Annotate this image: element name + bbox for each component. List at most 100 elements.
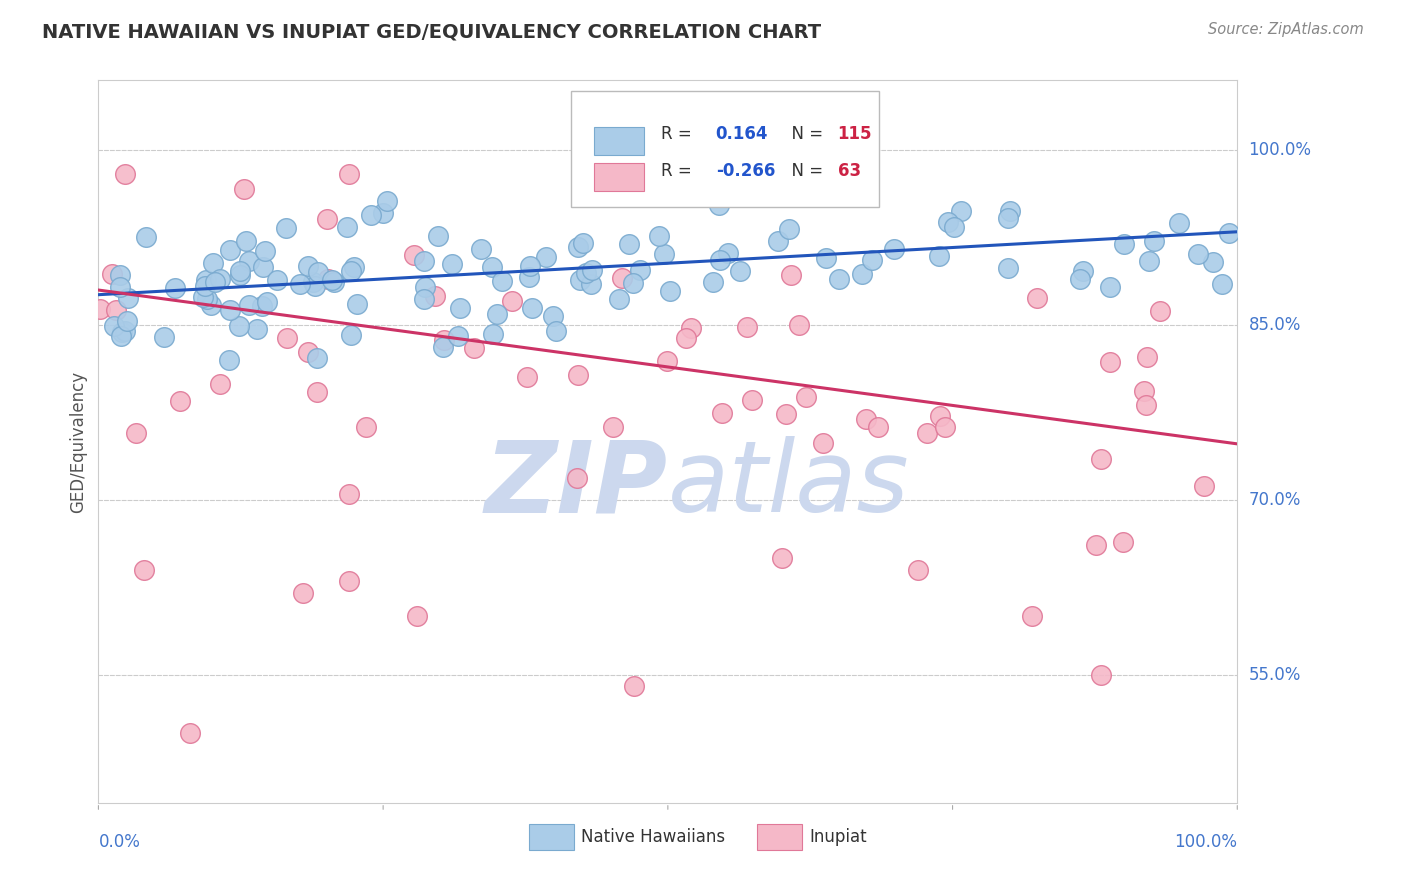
Point <box>441 257 464 271</box>
Point <box>340 263 363 277</box>
Point <box>709 253 731 268</box>
Point <box>117 291 139 305</box>
Point <box>125 425 148 440</box>
Point <box>413 280 436 294</box>
Point <box>813 436 835 450</box>
FancyBboxPatch shape <box>529 823 575 850</box>
Point <box>111 325 134 339</box>
Text: 55.0%: 55.0% <box>1249 665 1301 683</box>
Point <box>195 273 218 287</box>
Point <box>238 253 260 268</box>
Point <box>433 333 456 347</box>
Point <box>675 331 697 345</box>
Point <box>169 394 191 409</box>
Point <box>108 268 131 282</box>
Point <box>274 220 297 235</box>
Text: -0.266: -0.266 <box>716 161 775 179</box>
Text: Native Hawaiians: Native Hawaiians <box>581 828 725 846</box>
Text: atlas: atlas <box>668 436 910 533</box>
Text: 0.0%: 0.0% <box>98 833 141 851</box>
Point <box>135 230 157 244</box>
Point <box>307 265 329 279</box>
Point <box>652 247 675 261</box>
Point <box>815 251 838 265</box>
Point <box>787 318 810 332</box>
Point <box>628 262 651 277</box>
Point <box>340 328 363 343</box>
Point <box>658 284 681 298</box>
Point <box>321 273 343 287</box>
Point <box>371 205 394 219</box>
Point <box>375 194 398 208</box>
Point <box>520 301 543 316</box>
Point <box>254 244 277 259</box>
Point <box>288 277 311 291</box>
Point <box>717 246 740 260</box>
Point <box>1202 255 1225 269</box>
Point <box>1112 534 1135 549</box>
Point <box>648 229 671 244</box>
Text: 0.164: 0.164 <box>716 126 768 144</box>
Point <box>406 609 429 624</box>
Point <box>354 420 377 434</box>
Point <box>204 275 226 289</box>
Text: 100.0%: 100.0% <box>1249 141 1312 159</box>
Point <box>104 303 127 318</box>
Point <box>449 301 471 315</box>
Point <box>297 260 319 274</box>
Point <box>702 276 724 290</box>
Point <box>779 268 801 283</box>
Point <box>1211 277 1233 292</box>
Point <box>485 307 508 321</box>
Point <box>256 294 278 309</box>
Text: Source: ZipAtlas.com: Source: ZipAtlas.com <box>1208 22 1364 37</box>
Point <box>610 271 633 285</box>
Point <box>235 234 257 248</box>
Point <box>936 215 959 229</box>
Point <box>481 260 503 274</box>
Point <box>114 325 136 339</box>
Point <box>163 281 186 295</box>
Point <box>195 293 218 307</box>
Point <box>238 297 260 311</box>
Point <box>623 679 645 693</box>
Point <box>1098 280 1121 294</box>
Point <box>110 329 132 343</box>
Point <box>1073 264 1095 278</box>
Point <box>343 260 366 274</box>
Point <box>209 377 232 392</box>
Point <box>519 259 541 273</box>
Point <box>1069 272 1091 286</box>
Point <box>316 271 339 285</box>
Point <box>868 420 890 434</box>
Point <box>1168 216 1191 230</box>
Point <box>276 331 298 345</box>
Point <box>517 269 540 284</box>
FancyBboxPatch shape <box>571 91 879 207</box>
Point <box>114 167 136 181</box>
Point <box>907 563 929 577</box>
Point <box>218 353 240 368</box>
Point <box>928 249 950 263</box>
Point <box>581 263 603 277</box>
Point <box>132 563 155 577</box>
Point <box>412 254 434 268</box>
Point <box>228 268 250 282</box>
Point <box>516 370 538 384</box>
Point <box>1098 355 1121 369</box>
Point <box>209 272 232 286</box>
Point <box>413 292 436 306</box>
Point <box>305 384 328 399</box>
Text: Inupiat: Inupiat <box>808 828 866 846</box>
Point <box>346 297 368 311</box>
Point <box>191 290 214 304</box>
Point <box>567 240 589 254</box>
Point <box>617 236 640 251</box>
Point <box>336 220 359 235</box>
Point <box>575 266 598 280</box>
Point <box>942 220 965 235</box>
Point <box>229 264 252 278</box>
Text: 63: 63 <box>838 161 860 179</box>
Point <box>1112 236 1135 251</box>
Point <box>804 166 827 180</box>
